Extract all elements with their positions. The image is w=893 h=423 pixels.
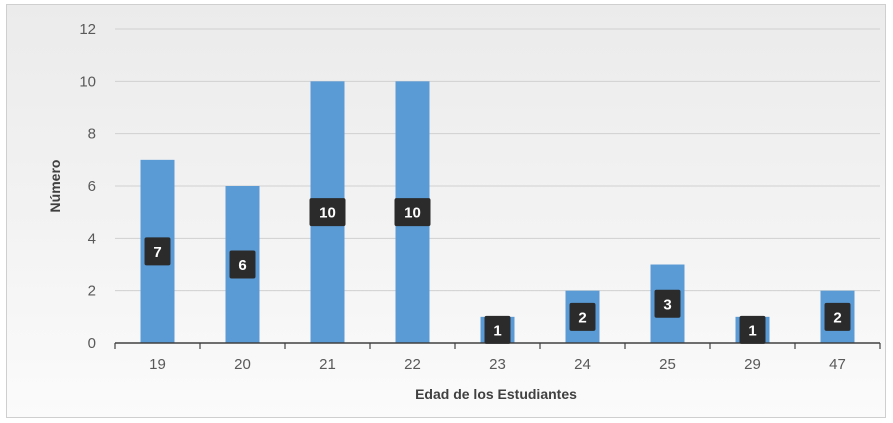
data-label-25: 3 bbox=[654, 289, 681, 318]
data-label-19: 7 bbox=[144, 237, 171, 266]
x-tick-label: 22 bbox=[404, 356, 421, 373]
y-tick-label: 0 bbox=[88, 335, 96, 352]
data-label-box bbox=[229, 250, 256, 279]
data-label-box bbox=[654, 289, 681, 318]
data-label-21: 10 bbox=[309, 198, 346, 227]
data-label-29: 1 bbox=[739, 315, 766, 344]
x-axis-ticks: 19 20 21 22 23 24 25 29 47 bbox=[149, 356, 846, 373]
data-label-box bbox=[824, 302, 851, 331]
y-tick-label: 12 bbox=[79, 21, 96, 38]
data-label-box bbox=[309, 198, 346, 227]
data-label-value: 2 bbox=[578, 309, 586, 326]
x-tick-label: 23 bbox=[489, 356, 506, 373]
data-label-box bbox=[484, 315, 511, 344]
data-label-24: 2 bbox=[569, 302, 596, 331]
data-label-value: 10 bbox=[319, 205, 336, 222]
data-label-23: 1 bbox=[484, 315, 511, 344]
bar-series bbox=[140, 81, 855, 343]
data-label-value: 3 bbox=[663, 296, 671, 313]
x-tick-label: 21 bbox=[319, 356, 336, 373]
data-label-box bbox=[144, 237, 171, 266]
data-labels: 7 6 10 10 1 2 3 1 2 bbox=[144, 198, 851, 344]
y-axis-title: Número bbox=[47, 160, 63, 213]
data-label-value: 2 bbox=[833, 309, 841, 326]
y-axis-ticks: 0 2 4 6 8 10 12 bbox=[79, 21, 96, 352]
y-tick-label: 2 bbox=[88, 283, 96, 300]
x-tick-label: 47 bbox=[829, 356, 846, 373]
data-label-20: 6 bbox=[229, 250, 256, 279]
y-tick-label: 4 bbox=[88, 230, 96, 247]
data-label-value: 1 bbox=[748, 322, 756, 339]
data-label-box bbox=[569, 302, 596, 331]
data-label-box bbox=[394, 198, 431, 227]
x-tick-label: 25 bbox=[659, 356, 676, 373]
y-tick-label: 8 bbox=[88, 126, 96, 143]
data-label-box bbox=[739, 315, 766, 344]
x-tick-label: 20 bbox=[234, 356, 251, 373]
x-axis-title: Edad de los Estudiantes bbox=[415, 386, 577, 402]
data-label-47: 2 bbox=[824, 302, 851, 331]
x-tick-label: 19 bbox=[149, 356, 166, 373]
data-label-value: 6 bbox=[238, 257, 246, 274]
data-label-value: 7 bbox=[153, 244, 161, 261]
x-tick-label: 24 bbox=[574, 356, 591, 373]
data-label-value: 10 bbox=[404, 205, 421, 222]
y-tick-label: 6 bbox=[88, 178, 96, 195]
data-label-value: 1 bbox=[493, 322, 501, 339]
x-tick-label: 29 bbox=[744, 356, 761, 373]
data-label-22: 10 bbox=[394, 198, 431, 227]
y-tick-label: 10 bbox=[79, 73, 96, 90]
